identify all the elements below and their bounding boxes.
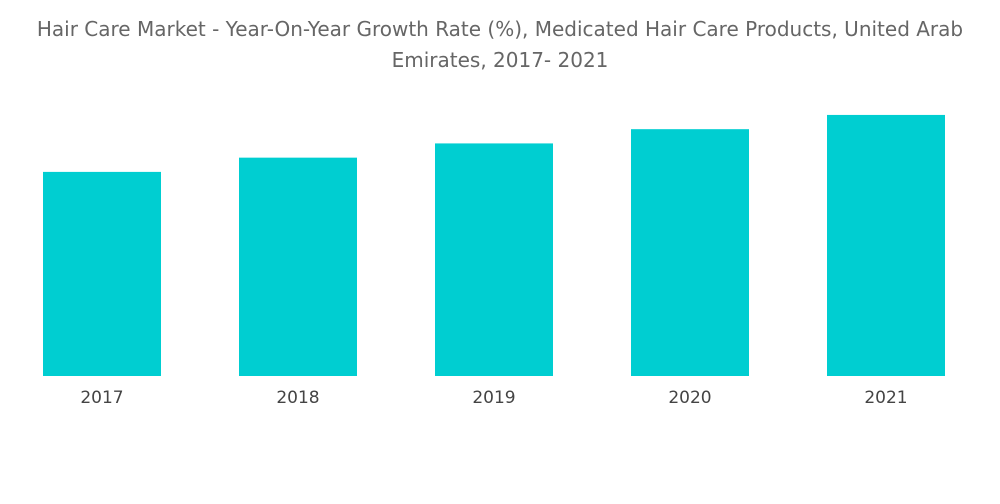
x-tick-labels: 2017 2018 2019 2020 2021 — [80, 388, 907, 408]
x-tick-label-2019: 2019 — [472, 388, 515, 408]
bar-2020 — [631, 129, 749, 376]
bar-2019 — [435, 143, 553, 376]
bars-group — [43, 114, 945, 376]
bar-2021 — [827, 114, 945, 376]
x-tick-label-2018: 2018 — [276, 388, 319, 408]
x-tick-label-2021: 2021 — [864, 388, 907, 408]
bar-2018 — [239, 157, 357, 376]
bar-2017 — [43, 171, 161, 376]
x-tick-label-2017: 2017 — [80, 388, 123, 408]
chart-title: Hair Care Market - Year-On-Year Growth R… — [36, 17, 964, 72]
x-tick-label-2020: 2020 — [668, 388, 711, 408]
